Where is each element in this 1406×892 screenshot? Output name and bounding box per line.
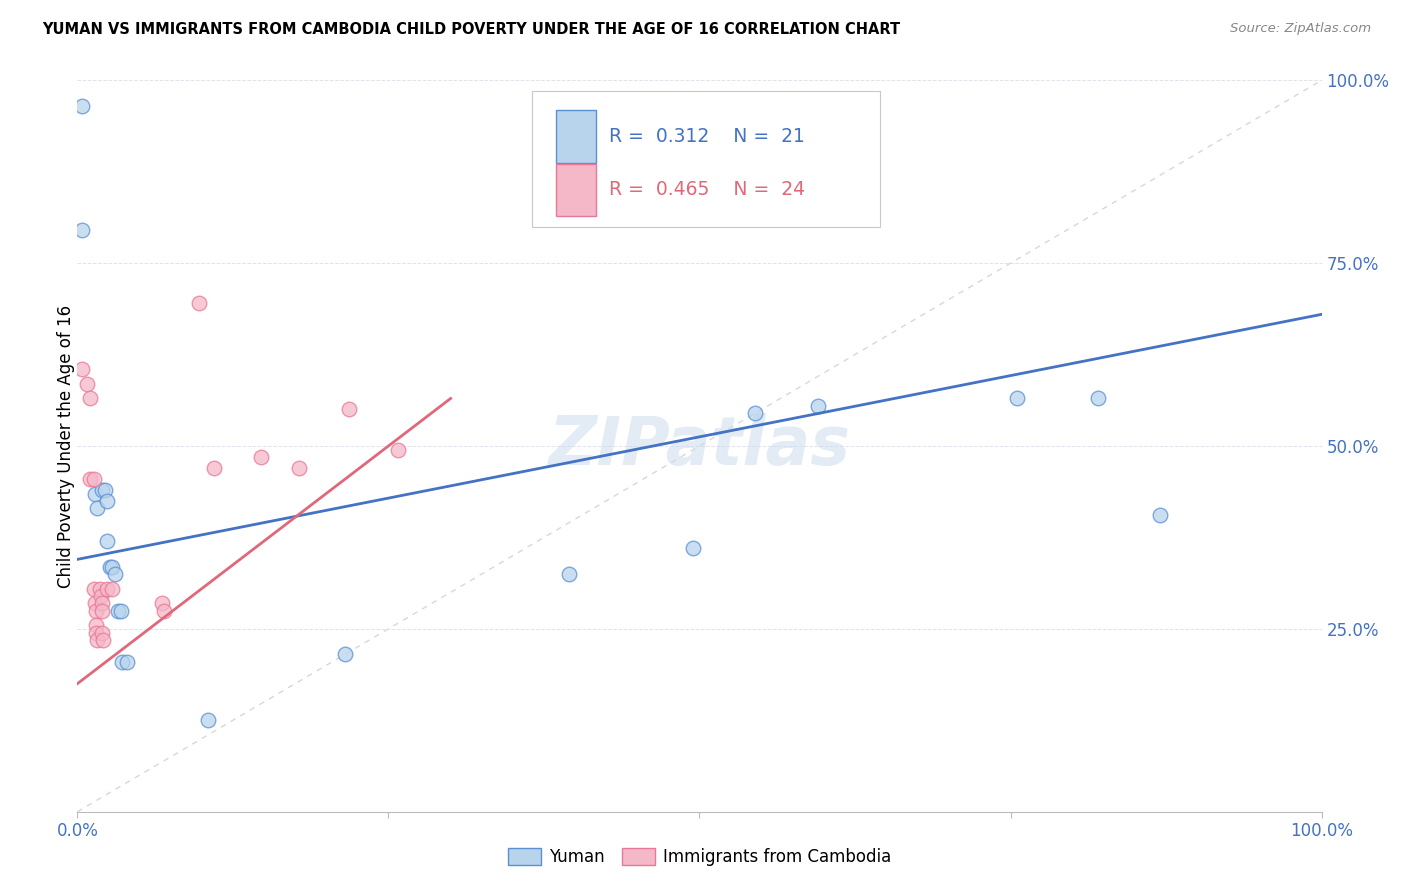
Point <box>188 296 211 310</box>
Point <box>250 450 273 464</box>
Point <box>682 541 704 556</box>
Text: ZIPatlas: ZIPatlas <box>548 413 851 479</box>
Point <box>98 559 121 574</box>
Point <box>79 392 101 406</box>
Point <box>1087 392 1109 406</box>
Point <box>91 483 114 497</box>
Point <box>150 596 173 610</box>
Point <box>197 714 219 728</box>
Y-axis label: Child Poverty Under the Age of 16: Child Poverty Under the Age of 16 <box>58 304 75 588</box>
Point <box>83 486 105 500</box>
FancyBboxPatch shape <box>531 91 880 227</box>
Point <box>83 596 105 610</box>
Point <box>104 567 127 582</box>
Point <box>387 442 409 457</box>
Point <box>84 603 107 617</box>
Point <box>96 582 118 596</box>
Point <box>83 582 105 596</box>
Bar <box>557 111 596 163</box>
Point <box>72 362 94 376</box>
Point <box>202 461 225 475</box>
Point <box>72 99 94 113</box>
Point <box>86 632 108 647</box>
Point <box>101 582 124 596</box>
Bar <box>557 163 596 217</box>
Point <box>76 376 98 391</box>
Text: R =  0.465    N =  24: R = 0.465 N = 24 <box>609 180 804 200</box>
Point <box>333 648 356 662</box>
Point <box>744 406 766 420</box>
Text: R =  0.312    N =  21: R = 0.312 N = 21 <box>609 127 804 146</box>
Point <box>337 402 360 417</box>
Point <box>72 223 94 237</box>
Point <box>107 603 129 617</box>
Point <box>288 461 311 475</box>
Point <box>84 618 107 632</box>
Point <box>96 494 118 508</box>
Point <box>86 501 108 516</box>
Point <box>93 483 115 497</box>
Point <box>807 399 830 413</box>
Point <box>91 603 114 617</box>
Point <box>101 559 124 574</box>
Point <box>96 534 118 549</box>
Point <box>115 655 138 669</box>
Point <box>1005 392 1028 406</box>
Point <box>84 625 107 640</box>
Text: YUMAN VS IMMIGRANTS FROM CAMBODIA CHILD POVERTY UNDER THE AGE OF 16 CORRELATION : YUMAN VS IMMIGRANTS FROM CAMBODIA CHILD … <box>42 22 900 37</box>
Point <box>153 603 176 617</box>
Point <box>93 632 115 647</box>
Point <box>558 567 581 582</box>
Point <box>89 582 111 596</box>
Point <box>79 472 101 486</box>
Text: Source: ZipAtlas.com: Source: ZipAtlas.com <box>1230 22 1371 36</box>
Point <box>83 472 105 486</box>
Point <box>91 625 114 640</box>
Point <box>91 596 114 610</box>
Point <box>90 589 112 603</box>
Legend: Yuman, Immigrants from Cambodia: Yuman, Immigrants from Cambodia <box>501 841 898 873</box>
Point <box>111 655 134 669</box>
Point <box>110 603 132 617</box>
Point <box>1149 508 1171 523</box>
Point <box>533 99 555 113</box>
